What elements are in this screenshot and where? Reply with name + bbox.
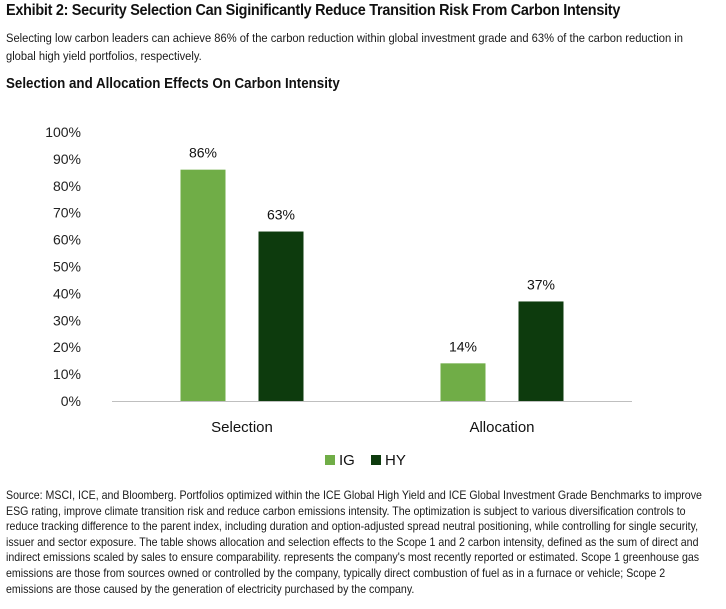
bars [180,169,564,401]
exhibit-subtitle: Selecting low carbon leaders can achieve… [6,31,683,63]
y-tick-label: 20% [53,339,81,355]
data-label: 14% [449,338,477,354]
category-labels: Selection Allocation [211,419,534,436]
y-tick-label: 70% [53,205,81,221]
bar-hy-allocation [518,301,564,401]
y-tick-label: 80% [53,178,81,194]
y-tick-label: 0% [61,393,81,409]
bar-ig-selection [180,169,226,401]
category-label: Selection [211,419,273,436]
y-tick-label: 50% [53,259,81,275]
y-tick-label: 100% [45,124,81,140]
y-tick-label: 60% [53,232,81,248]
exhibit-title: Exhibit 2: Security Selection Can Sigini… [6,2,621,19]
source-note: Source: MSCI, ICE, and Bloomberg. Portfo… [6,488,702,596]
data-labels: 86% 63% 14% 37% [189,145,555,355]
data-label: 86% [189,145,217,161]
y-tick-label: 10% [53,366,81,382]
y-tick-label: 30% [53,312,81,328]
legend-label-hy: HY [385,452,406,469]
category-label: Allocation [469,419,534,436]
bar-ig-allocation [440,363,486,401]
data-label: 37% [527,276,555,292]
legend-swatch-ig [325,455,335,465]
y-tick-label: 40% [53,285,81,301]
y-axis-ticks: 0% 10% 20% 30% 40% 50% 60% 70% 80% 90% 100% [45,124,81,409]
bar-hy-selection [258,231,304,401]
bar-chart: 0% 10% 20% 30% 40% 50% 60% 70% 80% 90% 100% 86% 63%… [45,124,632,469]
y-tick-label: 90% [53,151,81,167]
chart-title: Selection and Allocation Effects On Carb… [6,76,340,92]
legend-label-ig: IG [339,452,355,469]
legend: IG HY [325,452,406,469]
legend-swatch-hy [371,455,381,465]
data-label: 63% [267,207,295,223]
